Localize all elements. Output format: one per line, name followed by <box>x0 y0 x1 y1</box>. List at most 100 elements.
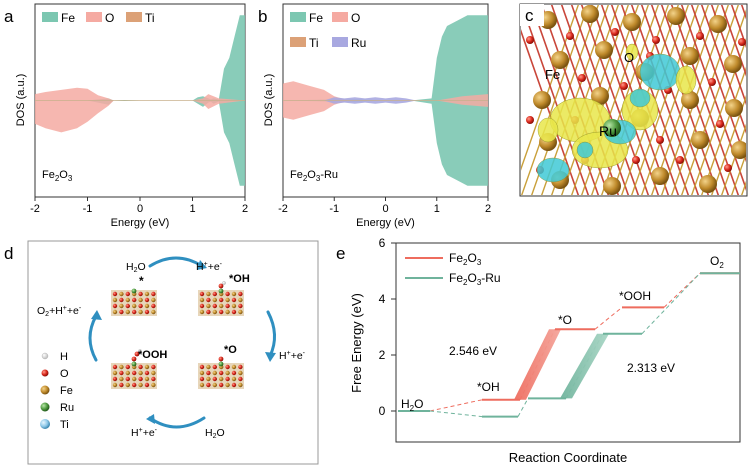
legend-b-ti: Ti <box>309 36 319 50</box>
slab-atom <box>219 297 224 303</box>
ytick-e-2: 2 <box>379 348 386 362</box>
slab-atom <box>125 370 130 376</box>
isosurface <box>536 157 570 183</box>
slab-atom <box>199 370 205 376</box>
bond <box>730 5 746 49</box>
slab-atom <box>212 376 217 382</box>
slab-atom <box>212 291 217 297</box>
slab-atom <box>231 297 237 303</box>
connector-ru-1 <box>517 398 529 417</box>
fe-atom <box>603 177 621 195</box>
legend-b-o: O <box>351 11 360 25</box>
legend-fe: Fe <box>60 385 73 397</box>
adsorbate-o2 <box>134 351 140 357</box>
slab-atom <box>238 382 243 388</box>
step-o2: O2+H++e- <box>37 305 82 318</box>
annot-ooh: *OOH <box>619 289 651 303</box>
legend-a-o: O <box>105 11 114 25</box>
annot-o2: O2 <box>710 254 724 270</box>
energy-e-frame <box>395 242 741 443</box>
slab-atom <box>238 370 243 376</box>
slab-atom <box>144 303 150 309</box>
slab-atom <box>125 382 130 388</box>
fe-atom <box>731 141 746 159</box>
slab-atom <box>138 382 143 388</box>
xtick-b-1: -1 <box>329 203 339 215</box>
fe-atom <box>651 167 669 185</box>
o-atom <box>708 78 716 86</box>
slab-atom <box>231 382 237 388</box>
ylabel-e: Free Energy (eV) <box>349 293 364 393</box>
panel-letter-b: b <box>258 7 267 26</box>
legend-ru-dot <box>40 402 50 412</box>
slab-atom <box>151 297 156 303</box>
slab-atom <box>231 364 237 370</box>
panel-b: b Fe O Ti Ru Fe2O3-Ru -2 -1 0 1 2 Energy… <box>258 3 491 229</box>
slab-atom <box>151 370 156 376</box>
arrow-left <box>88 314 98 362</box>
slab-atom <box>132 376 137 382</box>
isosurface <box>576 141 594 159</box>
slab-atom <box>238 297 243 303</box>
slab-atom <box>138 303 143 309</box>
slab-atom <box>238 376 243 382</box>
compound-a: Fe2O3 <box>42 169 73 183</box>
connector-fe2o3-0 <box>429 399 483 412</box>
bond <box>681 9 746 195</box>
step-h2o-top: H2O <box>126 261 146 274</box>
slab-atom <box>231 376 237 382</box>
o-atom <box>724 164 732 172</box>
slab-atom <box>238 303 243 309</box>
slab-ru <box>218 288 224 294</box>
atom-label-fe: Fe <box>545 67 560 82</box>
slab-atom <box>112 364 118 370</box>
legend-e-fe2o3: Fe2O3 <box>449 251 482 267</box>
o-atom <box>716 120 724 128</box>
slab-atom <box>238 364 243 370</box>
slab-atom <box>206 382 211 388</box>
intermediate-oh: *OH <box>229 273 250 285</box>
slab-atom <box>219 303 224 309</box>
xtick-a-3: 1 <box>189 203 195 215</box>
ylabel-a: DOS (a.u.) <box>15 74 27 127</box>
slab-atom <box>144 364 150 370</box>
isosurface <box>675 65 697 95</box>
legend-h-dot <box>41 352 49 360</box>
slab-atom <box>225 291 230 297</box>
slab-atom <box>206 376 211 382</box>
legend-o-dot <box>41 369 49 377</box>
yticks-e: 0 2 4 6 <box>379 236 396 418</box>
isosurface <box>629 88 651 108</box>
slab-atom <box>225 376 230 382</box>
slab-atom <box>199 291 205 297</box>
slab-atom <box>219 382 224 388</box>
atom-legend-d: H O Fe Ru Ti <box>40 351 74 431</box>
isosurface <box>625 43 639 61</box>
slab-atom <box>144 291 150 297</box>
intermediate-star: * <box>139 274 144 288</box>
xlabel-b: Energy (eV) <box>356 217 415 229</box>
slab-atom <box>138 364 143 370</box>
slab-atom <box>199 364 205 370</box>
o-atom <box>620 82 628 90</box>
slab-atom <box>138 291 143 297</box>
connector-ru-3 <box>641 272 701 335</box>
arrow-top <box>148 256 204 268</box>
adsorbate-h <box>222 281 226 285</box>
o-atom <box>652 36 660 44</box>
ylabel-b: DOS (a.u.) <box>263 74 275 127</box>
arrow-right <box>266 310 276 358</box>
slab-atom <box>212 370 217 376</box>
slab-atom <box>112 303 118 309</box>
slab-ru <box>131 288 137 294</box>
legend-a-ti: Ti <box>145 11 155 25</box>
fe-atom <box>725 99 743 117</box>
slab-atom <box>119 364 124 370</box>
dos-series-o <box>35 87 245 133</box>
o-atom <box>696 32 704 40</box>
panel-letter-e: e <box>336 244 345 263</box>
isosurface <box>537 117 559 143</box>
arrow-right-head <box>265 352 276 362</box>
slab-atom <box>112 382 118 388</box>
connector-ru-0 <box>429 410 483 418</box>
